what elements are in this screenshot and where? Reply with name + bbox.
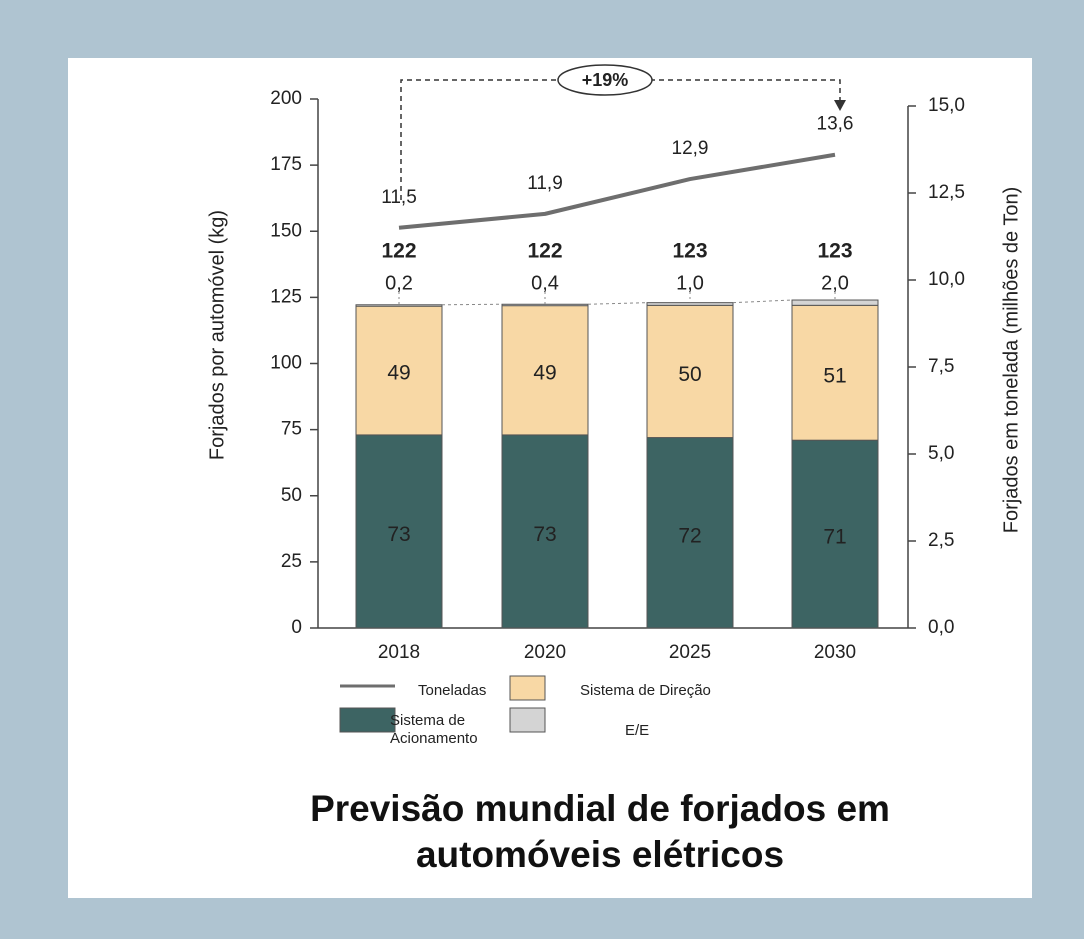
- y2-tick-label: 2,5: [928, 530, 954, 551]
- y2-tick-label: 7,5: [928, 356, 954, 377]
- total-label: 123: [672, 240, 707, 263]
- y2-tick-label: 15,0: [928, 95, 965, 116]
- y-tick-label: 125: [270, 286, 302, 307]
- annotation: +19%: [582, 70, 629, 90]
- value-label: 2,0: [821, 272, 849, 294]
- connector: [587, 302, 648, 305]
- legend-label: E/E: [625, 722, 650, 739]
- y2-tick-label: 10,0: [928, 269, 965, 290]
- legend-swatch: [339, 707, 396, 733]
- bar-segment: [646, 302, 734, 306]
- bar-segment: [646, 437, 734, 629]
- total-label: 122: [381, 240, 416, 263]
- bar-segment: [501, 304, 589, 436]
- line-label: 13,6: [817, 114, 854, 135]
- y2-axis-title: Forjados em tonelada (milhões de Ton): [1000, 187, 1022, 533]
- value-label: 51: [823, 364, 846, 387]
- y-axis-title: Forjados por automóvel (kg): [206, 210, 228, 460]
- y-tick-label: 25: [281, 551, 302, 572]
- x-tick-label: 2020: [524, 642, 566, 663]
- bar-segment: [501, 303, 589, 307]
- value-label: 49: [533, 362, 556, 385]
- value-label: 0,2: [385, 272, 413, 294]
- bar-segment: [355, 434, 443, 629]
- line-label: 11,9: [527, 173, 563, 194]
- legend-label: Sistema de Direção: [580, 682, 711, 699]
- bar-segment: [791, 439, 879, 629]
- total-label: 123: [817, 240, 852, 263]
- value-label: 0,4: [531, 272, 559, 294]
- value-label: 1,0: [676, 272, 704, 294]
- value-label: 72: [678, 524, 701, 547]
- y2-tick-label: 5,0: [928, 443, 954, 464]
- bracket: [400, 79, 841, 200]
- bar-segment: [501, 434, 589, 629]
- x-tick-label: 2030: [814, 642, 856, 663]
- y-tick-label: 175: [270, 154, 302, 175]
- total-label: 122: [527, 240, 562, 263]
- value-label: 71: [823, 526, 846, 549]
- line-label: 12,9: [672, 138, 709, 159]
- chart-title: Previsão mundial de forjados em automóve…: [310, 788, 890, 875]
- y-tick-label: 200: [270, 88, 302, 109]
- value-label: 73: [533, 523, 556, 546]
- bar-segment: [791, 304, 879, 441]
- connector: [732, 299, 793, 304]
- legend-label: Sistema de Acionamento: [390, 712, 478, 747]
- x-tick-label: 2025: [669, 642, 711, 663]
- arrow-head: [834, 100, 846, 111]
- connector: [441, 303, 503, 306]
- y2-tick-label: 12,5: [928, 182, 965, 203]
- line-label: 11,5: [381, 187, 417, 208]
- bar-segment: [355, 304, 443, 436]
- y-tick-label: 100: [270, 353, 302, 374]
- legend-label: Toneladas: [418, 682, 487, 699]
- line: [398, 152, 836, 230]
- bar-segment: [355, 304, 443, 307]
- value-label: 50: [678, 363, 701, 386]
- y-tick-label: 150: [270, 220, 302, 241]
- legend-swatch: [509, 707, 546, 733]
- value-label: 73: [387, 523, 410, 546]
- bar-segment: [646, 304, 734, 439]
- y-tick-label: 0: [291, 617, 302, 638]
- annotation-ellipse: [557, 64, 653, 96]
- value-label: 49: [387, 362, 410, 385]
- legend-swatch: [509, 675, 546, 701]
- y2-tick-label: 0,0: [928, 617, 954, 638]
- y-tick-label: 75: [281, 419, 302, 440]
- x-tick-label: 2018: [378, 642, 420, 663]
- y-tick-label: 50: [281, 485, 302, 506]
- bar-segment: [791, 299, 879, 306]
